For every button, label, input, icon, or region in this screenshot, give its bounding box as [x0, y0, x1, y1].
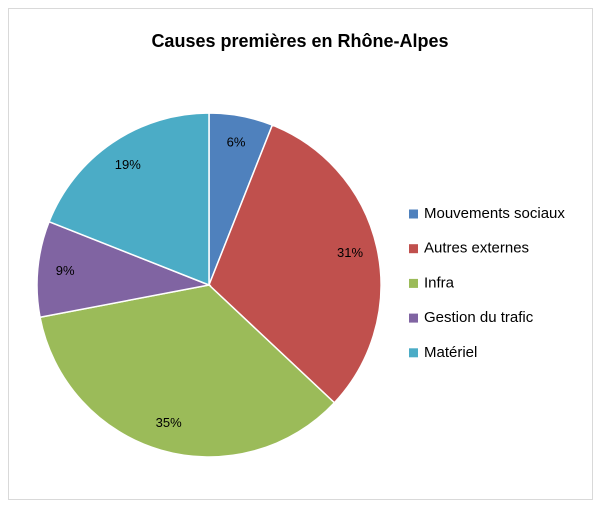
- legend-label: Gestion du trafic: [424, 309, 534, 326]
- pie-slice: [208, 124, 382, 404]
- data-label: 19%: [115, 157, 141, 172]
- legend-swatch: [409, 244, 418, 254]
- legend-label: Autres externes: [424, 240, 529, 257]
- data-label: 9%: [56, 263, 75, 278]
- pie-slice: [39, 284, 336, 458]
- legend-label: Matériel: [424, 344, 477, 361]
- pie-slice: [48, 112, 210, 287]
- chart-title: Causes premières en Rhône-Alpes: [151, 31, 448, 51]
- legend-swatch: [409, 278, 418, 288]
- data-label: 35%: [156, 415, 182, 430]
- pie-slice: [36, 220, 212, 319]
- legend-label: Infra: [424, 274, 455, 291]
- legend-label: Mouvements sociaux: [424, 205, 565, 222]
- legend-swatch: [409, 209, 418, 219]
- data-label: 6%: [227, 135, 246, 150]
- data-label: 31%: [337, 245, 363, 260]
- legend-swatch: [409, 348, 418, 358]
- legend-swatch: [409, 313, 418, 323]
